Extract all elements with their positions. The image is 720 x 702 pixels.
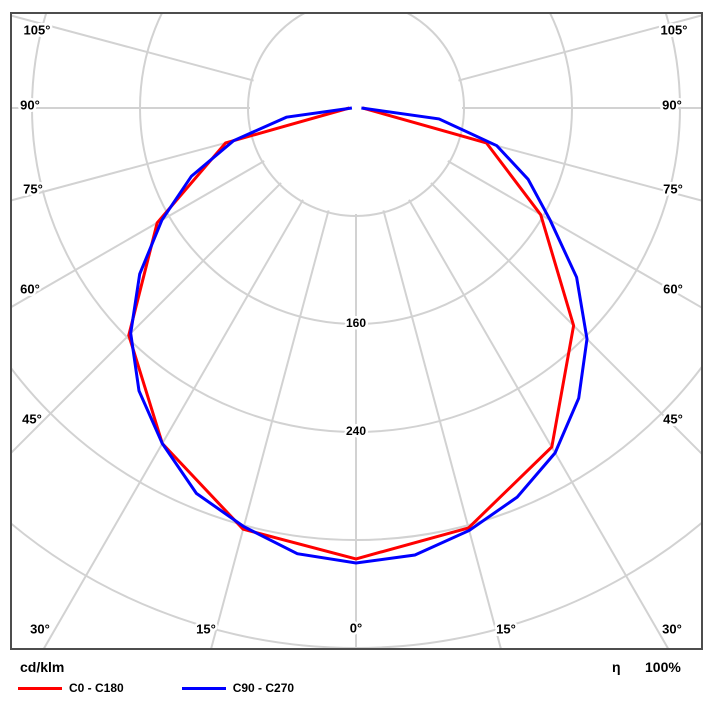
angle-label-R105: 105° <box>661 22 688 37</box>
grid-spoke-R30 <box>408 199 670 649</box>
angle-label-0: 0° <box>350 620 362 635</box>
grid-spoke-L60 <box>11 160 265 309</box>
ring-label-160: 160 <box>346 316 366 330</box>
legend-swatch-red-line <box>18 686 62 690</box>
grid-spoke-L15 <box>210 210 330 649</box>
angle-label-L105: 105° <box>24 22 51 37</box>
grid-spoke-R60 <box>447 160 702 309</box>
efficiency-value: 100% <box>645 659 681 675</box>
angle-label-R30: 30° <box>662 621 682 636</box>
legend-label: C90 - C270 <box>232 681 295 695</box>
angle-label-L15: 15° <box>196 621 216 636</box>
grid-spoke-R75 <box>458 134 702 202</box>
legend: C0 - C180 C90 - C270 <box>18 681 342 695</box>
angle-label-L30: 30° <box>30 621 50 636</box>
angle-label-L75: 75° <box>23 181 43 196</box>
grid-spoke-L105 <box>11 14 254 82</box>
grid-ring-320 <box>11 364 702 541</box>
legend-item-c0-c180: C0 - C180 <box>18 681 124 695</box>
grid-spoke-L45 <box>11 182 282 455</box>
legend-label: C0 - C180 <box>69 681 124 695</box>
angle-label-R45: 45° <box>663 411 683 426</box>
angle-label-R90: 90° <box>662 97 682 112</box>
efficiency-symbol: η <box>612 659 621 675</box>
grid-spoke-R15 <box>382 210 502 649</box>
grid-spoke-L30 <box>42 199 304 649</box>
unit-label: cd/klm <box>20 659 65 675</box>
angle-label-R75: 75° <box>663 181 683 196</box>
angle-label-L90: 90° <box>20 97 40 112</box>
legend-item-c90-c270: C90 - C270 <box>181 681 295 695</box>
ring-label-240: 240 <box>346 424 366 438</box>
curve-c0-c180 <box>127 106 576 561</box>
grid-spoke-L75 <box>11 134 254 202</box>
angle-label-L45: 45° <box>22 411 42 426</box>
angle-label-R15: 15° <box>496 621 516 636</box>
grid-spoke-R105 <box>458 14 702 82</box>
legend-swatch-blue-line <box>181 686 226 690</box>
angle-label-R60: 60° <box>663 281 683 296</box>
angle-label-L60: 60° <box>20 281 40 296</box>
plot-frame <box>10 12 703 650</box>
curve-c90-c270 <box>129 106 589 565</box>
grid-spoke-R45 <box>430 182 702 456</box>
